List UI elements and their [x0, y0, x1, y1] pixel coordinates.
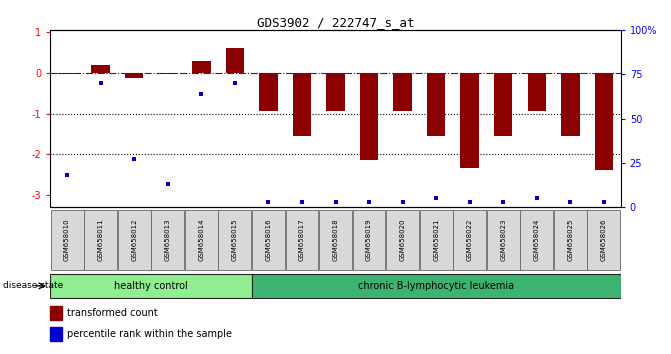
Text: GSM658017: GSM658017 — [299, 218, 305, 261]
Point — [531, 195, 542, 201]
FancyBboxPatch shape — [487, 210, 520, 270]
Title: GDS3902 / 222747_s_at: GDS3902 / 222747_s_at — [257, 16, 414, 29]
Text: GSM658026: GSM658026 — [601, 218, 607, 261]
Text: transformed count: transformed count — [67, 308, 158, 318]
Point — [397, 199, 408, 205]
Bar — [427, 73, 446, 136]
Bar — [527, 73, 546, 112]
Bar — [259, 73, 278, 112]
FancyBboxPatch shape — [252, 274, 621, 298]
Bar — [125, 73, 144, 78]
Bar — [192, 62, 211, 73]
Text: GSM658021: GSM658021 — [433, 218, 439, 261]
Text: GSM658025: GSM658025 — [568, 219, 573, 261]
Text: GSM658019: GSM658019 — [366, 218, 372, 261]
Bar — [561, 73, 580, 136]
Point — [62, 172, 72, 178]
Bar — [494, 73, 513, 136]
FancyBboxPatch shape — [85, 210, 117, 270]
Bar — [595, 73, 613, 171]
Text: GSM658018: GSM658018 — [333, 218, 338, 261]
FancyBboxPatch shape — [50, 274, 252, 298]
FancyBboxPatch shape — [118, 210, 150, 270]
FancyBboxPatch shape — [50, 210, 83, 270]
Text: GSM658011: GSM658011 — [98, 218, 103, 261]
Point — [196, 91, 207, 97]
FancyBboxPatch shape — [420, 210, 453, 270]
Text: GSM658024: GSM658024 — [534, 219, 539, 261]
Bar — [460, 73, 479, 169]
Text: percentile rank within the sample: percentile rank within the sample — [67, 329, 232, 339]
Bar — [360, 73, 378, 160]
Point — [263, 199, 274, 205]
Bar — [50, 327, 62, 341]
Point — [95, 80, 106, 86]
FancyBboxPatch shape — [151, 210, 184, 270]
Text: GSM658014: GSM658014 — [199, 218, 204, 261]
Point — [229, 80, 240, 86]
FancyBboxPatch shape — [386, 210, 419, 270]
Text: GSM658023: GSM658023 — [501, 218, 506, 261]
Point — [162, 181, 173, 187]
Text: GSM658010: GSM658010 — [64, 218, 70, 261]
Text: GSM658013: GSM658013 — [165, 218, 170, 261]
Bar — [50, 306, 62, 320]
Text: chronic B-lymphocytic leukemia: chronic B-lymphocytic leukemia — [358, 281, 514, 291]
Text: GSM658022: GSM658022 — [467, 219, 472, 261]
Point — [599, 199, 609, 205]
Bar — [293, 73, 311, 136]
Text: GSM658012: GSM658012 — [132, 218, 137, 261]
Bar — [58, 73, 76, 74]
FancyBboxPatch shape — [554, 210, 587, 270]
Point — [129, 156, 140, 162]
Text: GSM658016: GSM658016 — [266, 218, 271, 261]
Bar — [225, 47, 244, 73]
Bar — [158, 73, 177, 74]
Point — [297, 199, 307, 205]
Point — [431, 195, 442, 201]
Text: GSM658015: GSM658015 — [232, 218, 238, 261]
FancyBboxPatch shape — [454, 210, 486, 270]
FancyBboxPatch shape — [521, 210, 553, 270]
Point — [364, 199, 374, 205]
Text: healthy control: healthy control — [114, 281, 188, 291]
Text: disease state: disease state — [3, 281, 64, 290]
Point — [330, 199, 341, 205]
FancyBboxPatch shape — [219, 210, 252, 270]
FancyBboxPatch shape — [252, 210, 285, 270]
FancyBboxPatch shape — [185, 210, 217, 270]
FancyBboxPatch shape — [286, 210, 318, 270]
FancyBboxPatch shape — [319, 210, 352, 270]
Text: GSM658020: GSM658020 — [400, 218, 405, 261]
Point — [565, 199, 576, 205]
FancyBboxPatch shape — [588, 210, 621, 270]
Point — [498, 199, 509, 205]
Bar — [393, 73, 412, 112]
Point — [464, 199, 475, 205]
Bar — [91, 65, 110, 73]
Bar — [326, 73, 345, 112]
FancyBboxPatch shape — [353, 210, 385, 270]
